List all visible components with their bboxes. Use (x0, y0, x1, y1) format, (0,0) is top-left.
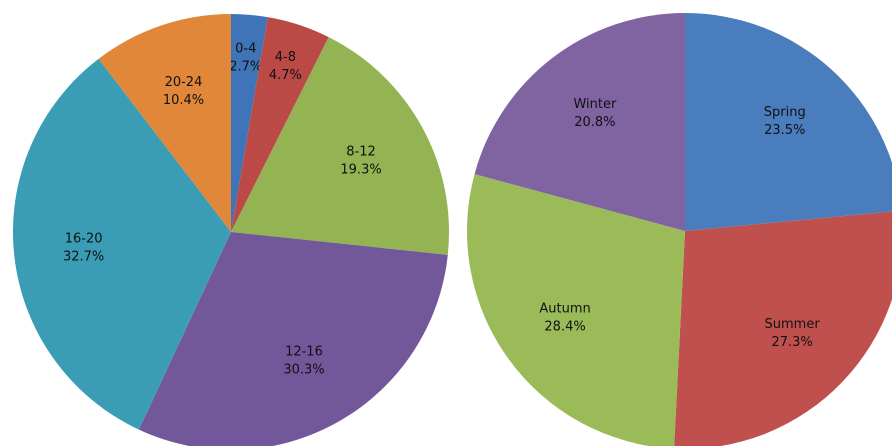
slice-label: 16-20 (65, 232, 103, 247)
pie-slice (138, 232, 448, 446)
slice-label: 4-8 (275, 50, 296, 65)
pie-slice (13, 58, 232, 430)
pie-slice (231, 14, 268, 232)
slice-label: 12-16 (285, 345, 323, 360)
pie-slice (674, 211, 892, 446)
slice-label: Summer (765, 317, 821, 332)
slice-label: Winter (573, 97, 617, 112)
slice-label: 0-4 (235, 42, 256, 57)
slice-value-label: 23.5% (764, 123, 805, 138)
pie-slice (474, 13, 685, 231)
pie-slice (231, 37, 449, 255)
slice-value-label: 10.4% (163, 93, 204, 108)
pie-slice (231, 17, 329, 232)
slice-value-label: 4.7% (269, 68, 302, 83)
slice-label: Spring (764, 105, 806, 120)
slice-value-label: 32.7% (63, 250, 104, 265)
slice-label: 20-24 (165, 75, 203, 90)
slice-value-label: 27.3% (771, 335, 812, 350)
slice-value-label: 2.7% (229, 60, 262, 75)
slice-value-label: 28.4% (544, 320, 585, 335)
slice-label: 8-12 (346, 144, 376, 159)
slice-value-label: 20.8% (574, 115, 615, 130)
pie-slice (685, 13, 892, 231)
slice-value-label: 19.3% (340, 162, 381, 177)
pie-slice (467, 174, 685, 446)
slice-value-label: 30.3% (283, 363, 324, 378)
pie-slice (98, 14, 231, 232)
slice-label: Autumn (539, 302, 590, 317)
